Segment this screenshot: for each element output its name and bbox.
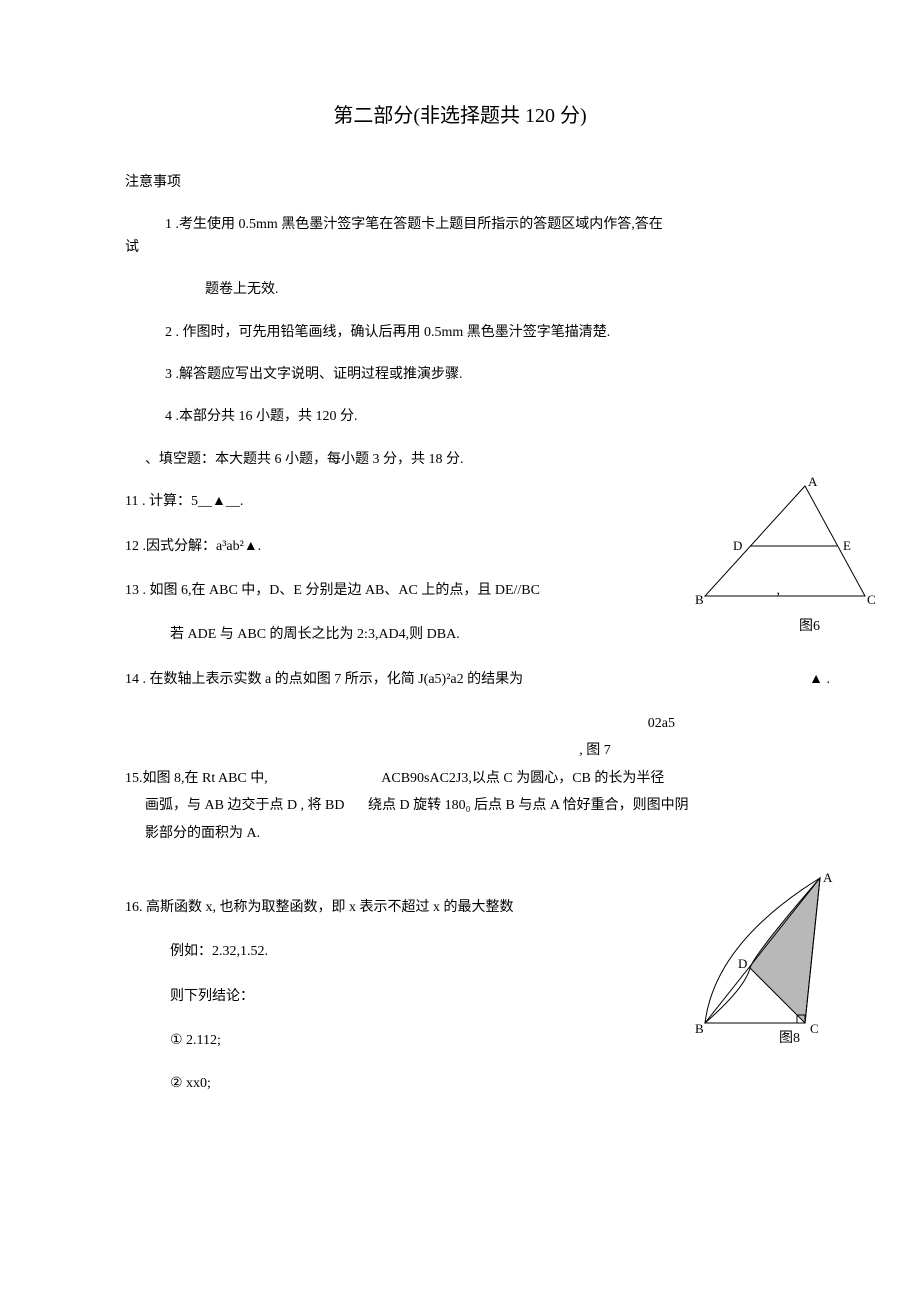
svg-text:B: B	[695, 592, 704, 607]
figure-6-label: 图6	[799, 616, 820, 638]
svg-text:C: C	[867, 592, 875, 607]
fill-blank-header: 、填空题：本大题共 6 小题，每小题 3 分，共 18 分.	[125, 449, 795, 471]
question-15-line2a: 画弧，与 AB 边交于点 D , 将 BD	[145, 798, 345, 813]
question-15-part1: 15.如图 8,在 Rt ABC 中,	[125, 771, 268, 786]
page-title: 第二部分(非选择题共 120 分)	[125, 100, 795, 132]
notice-item-1c: 题卷上无效.	[125, 279, 795, 301]
notice-item-2: 2 . 作图时，可先用铅笔画线，确认后再用 0.5mm 黑色墨汁签字笔描清楚.	[125, 322, 795, 344]
question-13-line2: 若 ADE 与 ABC 的周长之比为 2:3,AD4,则 DBA.	[125, 624, 795, 646]
notice-item-3: 3 .解答题应写出文字说明、证明过程或推演步骤.	[125, 364, 795, 386]
svg-text:A: A	[823, 870, 833, 885]
question-15-line3: 影部分的面积为 A.	[125, 823, 795, 845]
figure-8-svg: A B C D	[690, 868, 850, 1046]
notice-item-4: 4 .本部分共 16 小题，共 120 分.	[125, 406, 795, 428]
svg-text:D: D	[738, 956, 747, 971]
svg-text:E: E	[843, 538, 851, 553]
notice-item-1b: 试	[125, 237, 795, 259]
question-14: 14 . 在数轴上表示实数 a 的点如图 7 所示，化简 J(a5)²a2 的结…	[125, 672, 523, 687]
notice-item-1a: 1 .考生使用 0.5mm 黑色墨汁签字笔在答题卡上题目所指示的答题区域内作答,…	[165, 217, 663, 232]
question-14-mark: ▲ .	[809, 669, 830, 691]
svg-text:A: A	[808, 476, 818, 489]
question-13-line1: 13 . 如图 6,在 ABC 中，D、E 分别是边 AB、AC 上的点，且 D…	[125, 583, 540, 598]
svg-text:C: C	[810, 1021, 819, 1036]
notice-header: 注意事项	[125, 172, 795, 194]
question-16-line1: 16. 高斯函数 x, 也称为取整函数，即 x 表示不超过 x 的最大整数	[125, 897, 795, 919]
figure-6-svg: A B C D E	[695, 476, 875, 624]
question-15-part2: ACB90sAC2J3,以点 C 为圆心，CB 的长为半径	[381, 768, 664, 790]
svg-text:B: B	[695, 1021, 704, 1036]
figure-7-label: , 图 7	[125, 740, 795, 762]
figure-7-scale: 02a5	[125, 713, 795, 735]
figure-8-label: 图8	[779, 1028, 800, 1050]
question-15-line2b: 绕点 D 旋转 180₀ 后点 B 与点 A 恰好重合，则图中阴	[368, 798, 689, 813]
question-16-option-2: ② xx0;	[125, 1073, 795, 1095]
svg-text:D: D	[733, 538, 742, 553]
